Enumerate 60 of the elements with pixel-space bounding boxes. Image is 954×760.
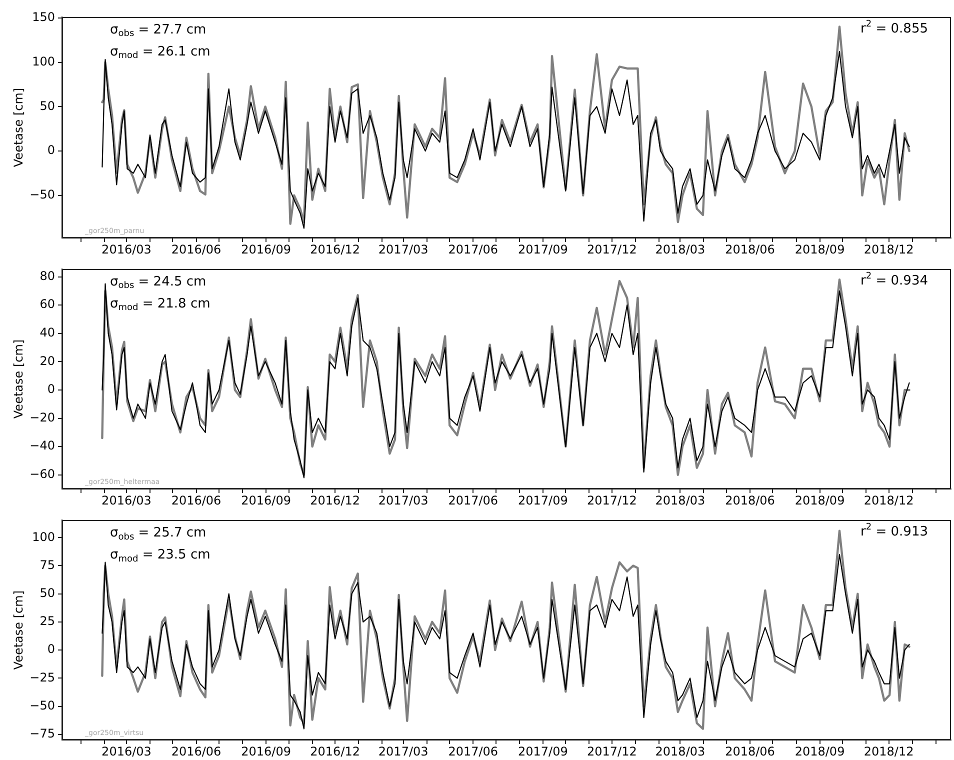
x-tick-label: 2016/12 xyxy=(310,493,360,508)
x-tick-label: 2016/06 xyxy=(171,493,222,508)
x-tick-label: 2018/09 xyxy=(794,744,845,758)
y-tick-label: 0 xyxy=(47,382,55,396)
x-tick-label: 2017/06 xyxy=(448,242,498,256)
x-tick-label: 2017/09 xyxy=(518,242,568,256)
x-tick-label: 2016/03 xyxy=(102,744,152,758)
y-tick-label: −50 xyxy=(30,698,55,712)
y-tick-label: −50 xyxy=(30,188,55,202)
x-tick-label: 2017/03 xyxy=(378,242,428,256)
x-tick-label: 2016/06 xyxy=(171,242,222,256)
y-tick-label: 40 xyxy=(40,326,55,340)
y-tick-label: 0 xyxy=(47,642,55,656)
y-tick-label: 50 xyxy=(40,98,55,113)
x-tick-label: 2018/03 xyxy=(655,242,706,256)
y-axis-title: Veetase [cm] xyxy=(11,88,26,168)
x-tick-label: 2017/12 xyxy=(587,493,637,508)
x-tick-label: 2017/03 xyxy=(378,744,428,758)
y-tick-label: 100 xyxy=(32,54,55,68)
y-tick-label: 60 xyxy=(40,297,55,312)
x-tick-label: 2017/09 xyxy=(518,493,568,508)
x-tick-label: 2017/06 xyxy=(448,744,498,758)
x-tick-label: 2018/03 xyxy=(655,744,706,758)
y-tick-label: 0 xyxy=(47,143,55,158)
x-tick-label: 2018/12 xyxy=(864,493,914,508)
y-axis-title: Veetase [cm] xyxy=(11,339,26,419)
x-tick-label: 2018/09 xyxy=(794,493,845,508)
x-tick-label: 2017/09 xyxy=(518,744,568,758)
y-tick-label: 150 xyxy=(32,10,55,24)
x-tick-label: 2018/12 xyxy=(864,744,914,758)
x-tick-label: 2017/06 xyxy=(448,493,498,508)
x-tick-label: 2016/03 xyxy=(102,242,152,256)
x-tick-label: 2018/09 xyxy=(794,242,845,256)
y-tick-label: 80 xyxy=(40,268,55,283)
y-tick-label: −75 xyxy=(30,726,55,741)
x-tick-label: 2016/09 xyxy=(241,744,291,758)
x-tick-label: 2016/09 xyxy=(241,242,291,256)
x-tick-label: 2016/03 xyxy=(102,493,152,508)
y-tick-label: −20 xyxy=(30,410,55,424)
y-tick-label: 50 xyxy=(40,586,55,600)
x-tick-label: 2018/12 xyxy=(864,242,914,256)
x-tick-label: 2018/03 xyxy=(655,493,706,508)
x-tick-label: 2017/12 xyxy=(587,744,637,758)
x-tick-label: 2016/12 xyxy=(310,744,360,758)
y-tick-label: −40 xyxy=(30,438,55,453)
x-tick-label: 2016/09 xyxy=(241,493,291,508)
x-tick-label: 2016/12 xyxy=(310,242,360,256)
x-tick-label: 2018/06 xyxy=(725,493,775,508)
x-tick-label: 2018/06 xyxy=(725,744,775,758)
x-tick-label: 2016/06 xyxy=(171,744,222,758)
y-tick-label: −60 xyxy=(30,466,55,481)
x-tick-label: 2017/12 xyxy=(587,242,637,256)
y-tick-label: 20 xyxy=(40,354,55,368)
x-tick-label: 2018/06 xyxy=(725,242,775,256)
y-tick-label: 25 xyxy=(40,614,55,628)
y-axis-title: Veetase [cm] xyxy=(11,590,26,670)
y-tick-label: 100 xyxy=(32,530,55,544)
x-tick-label: 2017/03 xyxy=(378,493,428,508)
y-tick-label: −25 xyxy=(30,670,55,684)
y-tick-label: 75 xyxy=(40,558,55,572)
